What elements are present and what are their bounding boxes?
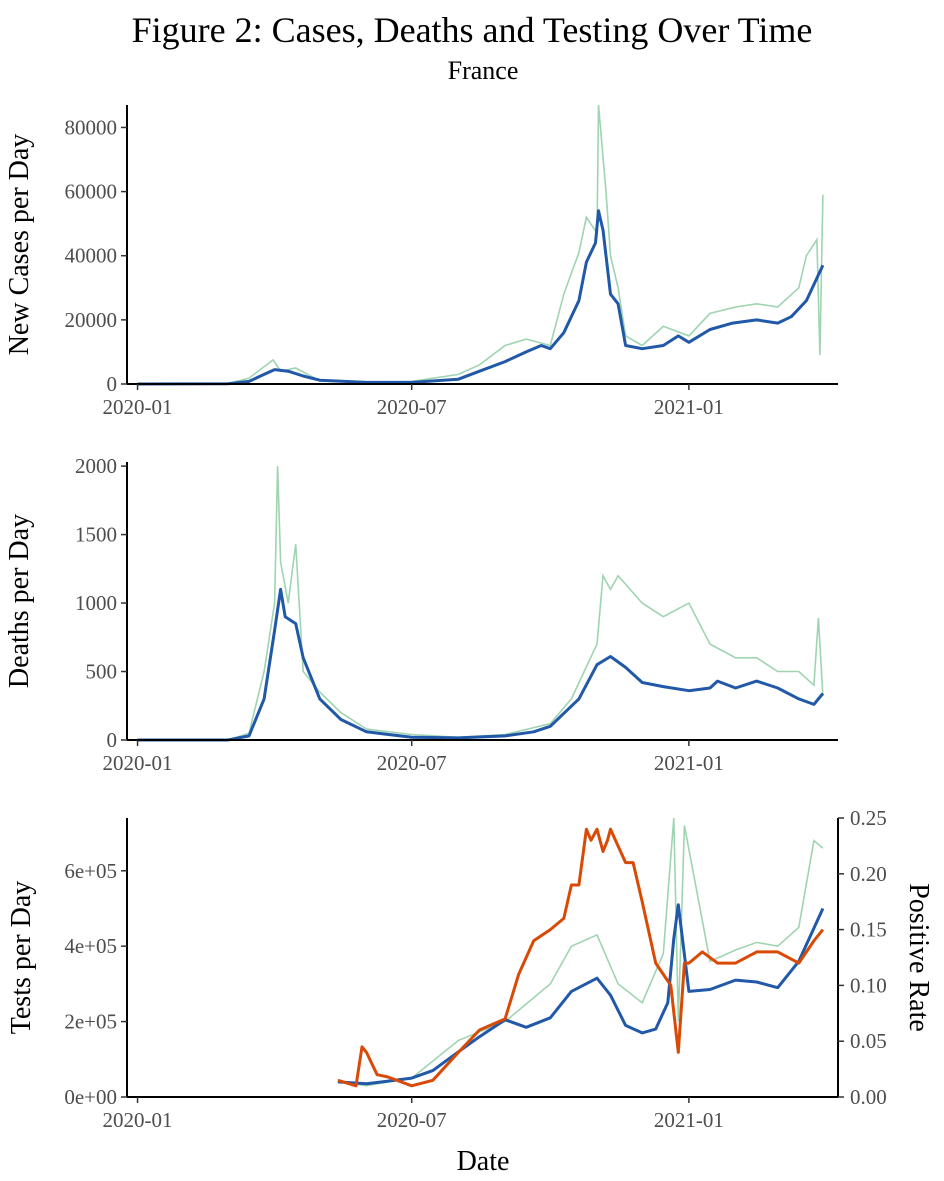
y-right-tick-label: 0.05	[850, 1029, 887, 1053]
x-tick-label: 2020-01	[103, 395, 173, 419]
x-axis-label: Date	[457, 1146, 510, 1177]
chart-subtitle: France	[448, 56, 519, 85]
y-right-tick-label: 0.20	[850, 862, 887, 886]
y-tick-label: 0	[107, 372, 118, 396]
y-right-tick-label: 0.15	[850, 918, 887, 942]
smoothed-series-line	[337, 903, 825, 1086]
deaths-panel: 2020-01 2020-07 2021-01 0 500 1000 1500 2000 Dea…	[4, 454, 838, 775]
y-right-tick-label: 0.25	[850, 806, 887, 830]
raw-series-line	[337, 817, 824, 1087]
y-right-tick-label: 0.00	[850, 1085, 887, 1109]
y-tick-label: 80000	[65, 115, 118, 139]
y-tick-label: 2e+05	[64, 1010, 117, 1034]
raw-series-line	[137, 466, 824, 741]
y-axis-label: Tests per Day	[6, 881, 37, 1035]
y-tick-label: 20000	[65, 308, 118, 332]
y-tick-label: 60000	[65, 180, 118, 204]
x-tick-label: 2021-01	[654, 395, 724, 419]
y-axis-label: Deaths per Day	[4, 514, 35, 688]
y-tick-label: 0	[107, 728, 118, 752]
y-tick-label: 0e+00	[64, 1085, 117, 1109]
x-tick-label: 2021-01	[654, 751, 724, 775]
y-tick-label: 2000	[75, 454, 117, 478]
x-tick-label: 2020-07	[377, 751, 447, 775]
smoothed-series-line	[137, 587, 825, 742]
y-tick-label: 6e+05	[64, 859, 117, 883]
y-tick-label: 1000	[75, 591, 117, 615]
y-tick-label: 40000	[65, 244, 118, 268]
x-tick-label: 2020-07	[377, 1108, 447, 1132]
x-tick-label: 2020-01	[103, 1108, 173, 1132]
raw-series-line	[137, 104, 824, 385]
x-tick-label: 2021-01	[654, 1108, 724, 1132]
x-tick-label: 2020-01	[103, 751, 173, 775]
x-tick-label: 2020-07	[377, 395, 447, 419]
testing-panel: 2020-01 2020-07 2021-01 0e+00 2e+05 4e+05 6e+0…	[6, 806, 934, 1132]
positive-rate-line	[337, 827, 825, 1088]
y-tick-label: 4e+05	[64, 934, 117, 958]
y-right-tick-label: 0.10	[850, 973, 887, 997]
cases-panel: 2020-01 2020-07 2021-01 0 20000 40000 60000 800…	[4, 104, 838, 419]
y-axis-right-label: Positive Rate	[903, 883, 934, 1032]
y-tick-label: 1500	[75, 523, 117, 547]
y-tick-label: 500	[86, 660, 118, 684]
chart-title: Figure 2: Cases, Deaths and Testing Over…	[132, 10, 813, 50]
y-axis-label: New Cases per Day	[4, 134, 35, 356]
smoothed-series-line	[137, 209, 825, 386]
